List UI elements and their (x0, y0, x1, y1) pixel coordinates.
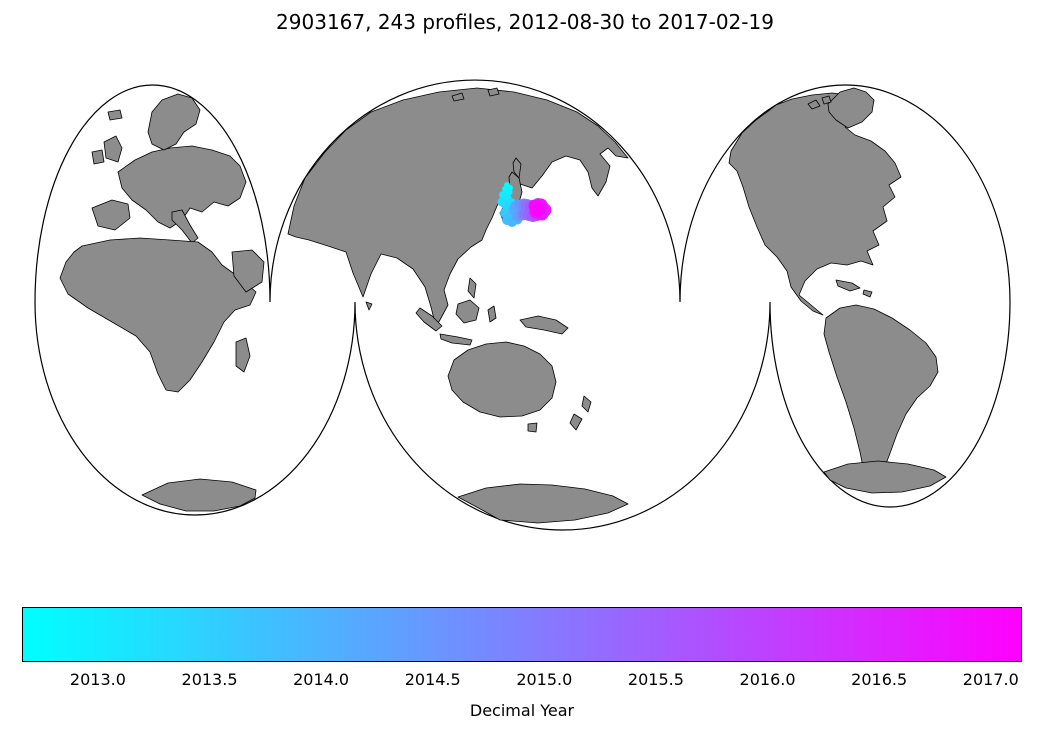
arctic-islands-asia-2 (487, 87, 500, 97)
ireland (91, 149, 105, 165)
great-britain (103, 135, 123, 163)
new-guinea (519, 315, 569, 335)
colorbar-tick-label: 2015.0 (516, 670, 573, 689)
italy (171, 209, 199, 244)
colorbar-tick-label: 2017.0 (962, 670, 1019, 689)
profile-points (497, 182, 552, 227)
cuba (835, 279, 861, 292)
antarctica-middle (457, 483, 629, 524)
borneo (455, 299, 480, 324)
colorbar-tick-labels: 2013.0 2013.5 2014.0 2014.5 2015.0 2015.5 2016… (22, 670, 1022, 692)
sakhalin (512, 157, 522, 179)
continents (59, 87, 947, 524)
antarctica-left (141, 478, 257, 512)
philippines (467, 277, 477, 299)
colorbar-tick-label: 2016.5 (851, 670, 908, 689)
sulawesi (487, 305, 497, 323)
madagascar (235, 337, 251, 373)
continent-south-america (823, 304, 939, 483)
arctic-islands-asia-1 (451, 92, 465, 102)
iberia (91, 199, 131, 231)
colorbar-tick-label: 2014.5 (404, 670, 461, 689)
arabia (231, 249, 265, 293)
scandinavia (147, 93, 201, 151)
colorbar-tick-label: 2013.0 (69, 670, 126, 689)
continent-asia (287, 87, 629, 328)
iceland (107, 109, 123, 121)
arctic-islands-canada-1 (807, 99, 821, 110)
figure-title: 2903167, 243 profiles, 2012-08-30 to 201… (276, 10, 774, 34)
colorbar-tick-label: 2014.0 (293, 670, 350, 689)
colorbar-axis-label: Decimal Year (469, 701, 575, 720)
colorbar-tick-label: 2013.5 (181, 670, 238, 689)
continent-africa (59, 237, 257, 393)
new-zealand-south (569, 413, 583, 431)
antarctica-right (823, 460, 947, 494)
sri-lanka (365, 301, 373, 311)
colorbar (22, 607, 1022, 662)
arctic-islands-canada-2 (821, 95, 832, 105)
hispaniola (862, 289, 873, 298)
greenland (827, 87, 875, 129)
continent-europe (117, 145, 247, 229)
profile-point (531, 203, 545, 217)
colorbar-tick-label: 2015.5 (627, 670, 684, 689)
australia (447, 341, 557, 418)
sumatra (415, 307, 443, 332)
new-zealand-north (581, 395, 592, 413)
java (439, 333, 473, 346)
tasmania (527, 422, 538, 433)
colorbar-tick-label: 2016.0 (739, 670, 796, 689)
